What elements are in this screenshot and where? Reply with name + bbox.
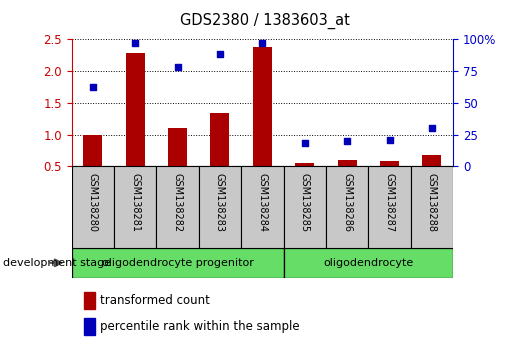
Bar [368,166,411,248]
Bar [241,166,284,248]
Point [131,40,139,46]
Point [428,125,436,131]
Bar [210,114,229,166]
Bar [72,166,114,248]
Bar [295,163,314,166]
Bar [126,53,145,166]
Bar [338,160,357,166]
Text: GSM138280: GSM138280 [88,173,98,232]
Bar [156,166,199,248]
Text: GSM138287: GSM138287 [385,173,394,232]
Point [385,137,394,142]
Point [89,85,97,90]
Bar [84,292,95,309]
Point [258,40,267,46]
Text: percentile rank within the sample: percentile rank within the sample [100,320,300,333]
Bar [199,166,241,248]
Point [173,64,182,70]
Text: GSM138283: GSM138283 [215,173,225,232]
Bar [284,166,326,248]
Point [216,51,224,57]
Bar [84,318,95,335]
Text: GDS2380 / 1383603_at: GDS2380 / 1383603_at [180,12,350,29]
Text: GSM138281: GSM138281 [130,173,140,232]
Text: transformed count: transformed count [100,294,210,307]
Point [301,141,309,146]
Text: GSM138285: GSM138285 [300,173,310,232]
Text: oligodendrocyte: oligodendrocyte [323,258,413,268]
Bar [380,161,399,166]
Bar [114,166,156,248]
Bar [326,166,368,248]
Text: GSM138284: GSM138284 [258,173,267,232]
Text: GSM138286: GSM138286 [342,173,352,232]
Bar [72,248,284,278]
Text: GSM138282: GSM138282 [173,173,182,232]
Bar [422,155,441,166]
Point [343,138,351,144]
Bar [168,128,187,166]
Text: development stage: development stage [3,258,111,268]
Bar [253,47,272,166]
Bar [411,166,453,248]
Text: oligodendrocyte progenitor: oligodendrocyte progenitor [102,258,253,268]
Bar [284,248,453,278]
Bar [83,135,102,166]
Text: GSM138288: GSM138288 [427,173,437,232]
